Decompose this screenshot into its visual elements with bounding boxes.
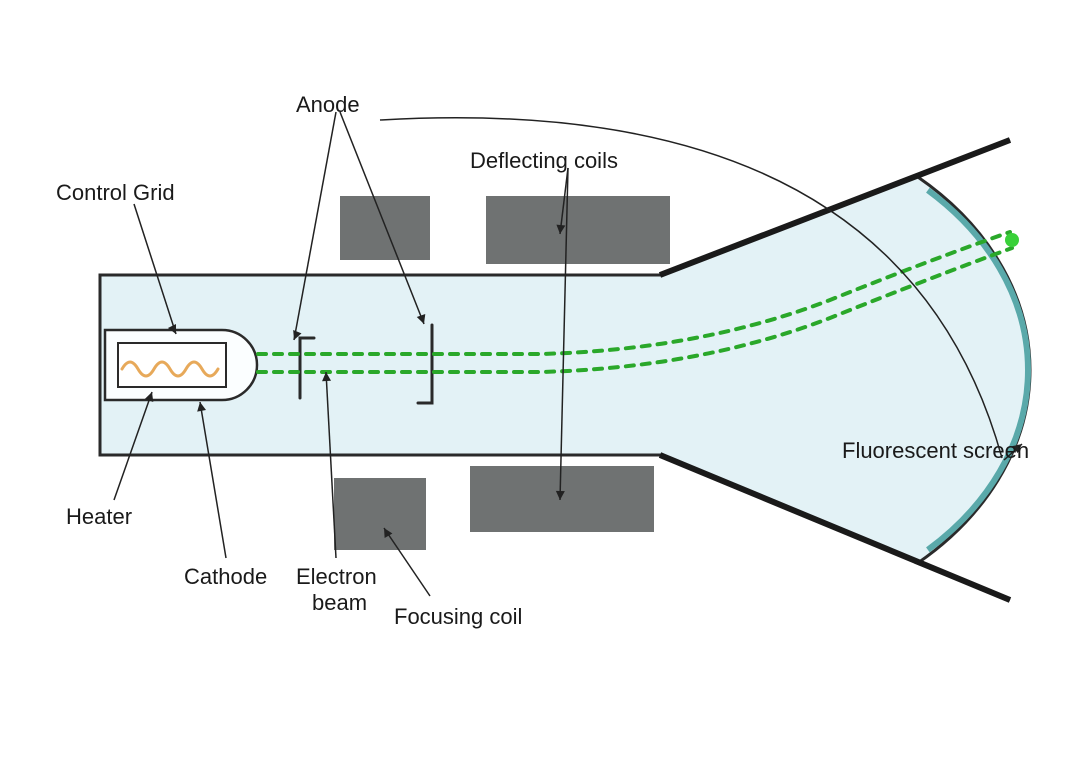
crt-diagram bbox=[0, 0, 1080, 757]
label-electron-beam: Electron bbox=[296, 564, 377, 590]
deflecting-coil-top bbox=[486, 196, 670, 264]
beam-impact-spot bbox=[1005, 233, 1019, 247]
focusing-coil-bottom bbox=[334, 478, 426, 550]
label-focusing-coil: Focusing coil bbox=[394, 604, 522, 630]
label-deflecting: Deflecting coils bbox=[470, 148, 618, 174]
deflecting-coil-bottom bbox=[470, 466, 654, 532]
label-anode: Anode bbox=[296, 92, 360, 118]
focusing-coil-top bbox=[340, 196, 430, 260]
label-fluorescent: Fluorescent screen bbox=[842, 438, 1029, 464]
label-cathode: Cathode bbox=[184, 564, 267, 590]
label-electron-beam2: beam bbox=[312, 590, 367, 616]
label-heater: Heater bbox=[66, 504, 132, 530]
label-control-grid: Control Grid bbox=[56, 180, 175, 206]
